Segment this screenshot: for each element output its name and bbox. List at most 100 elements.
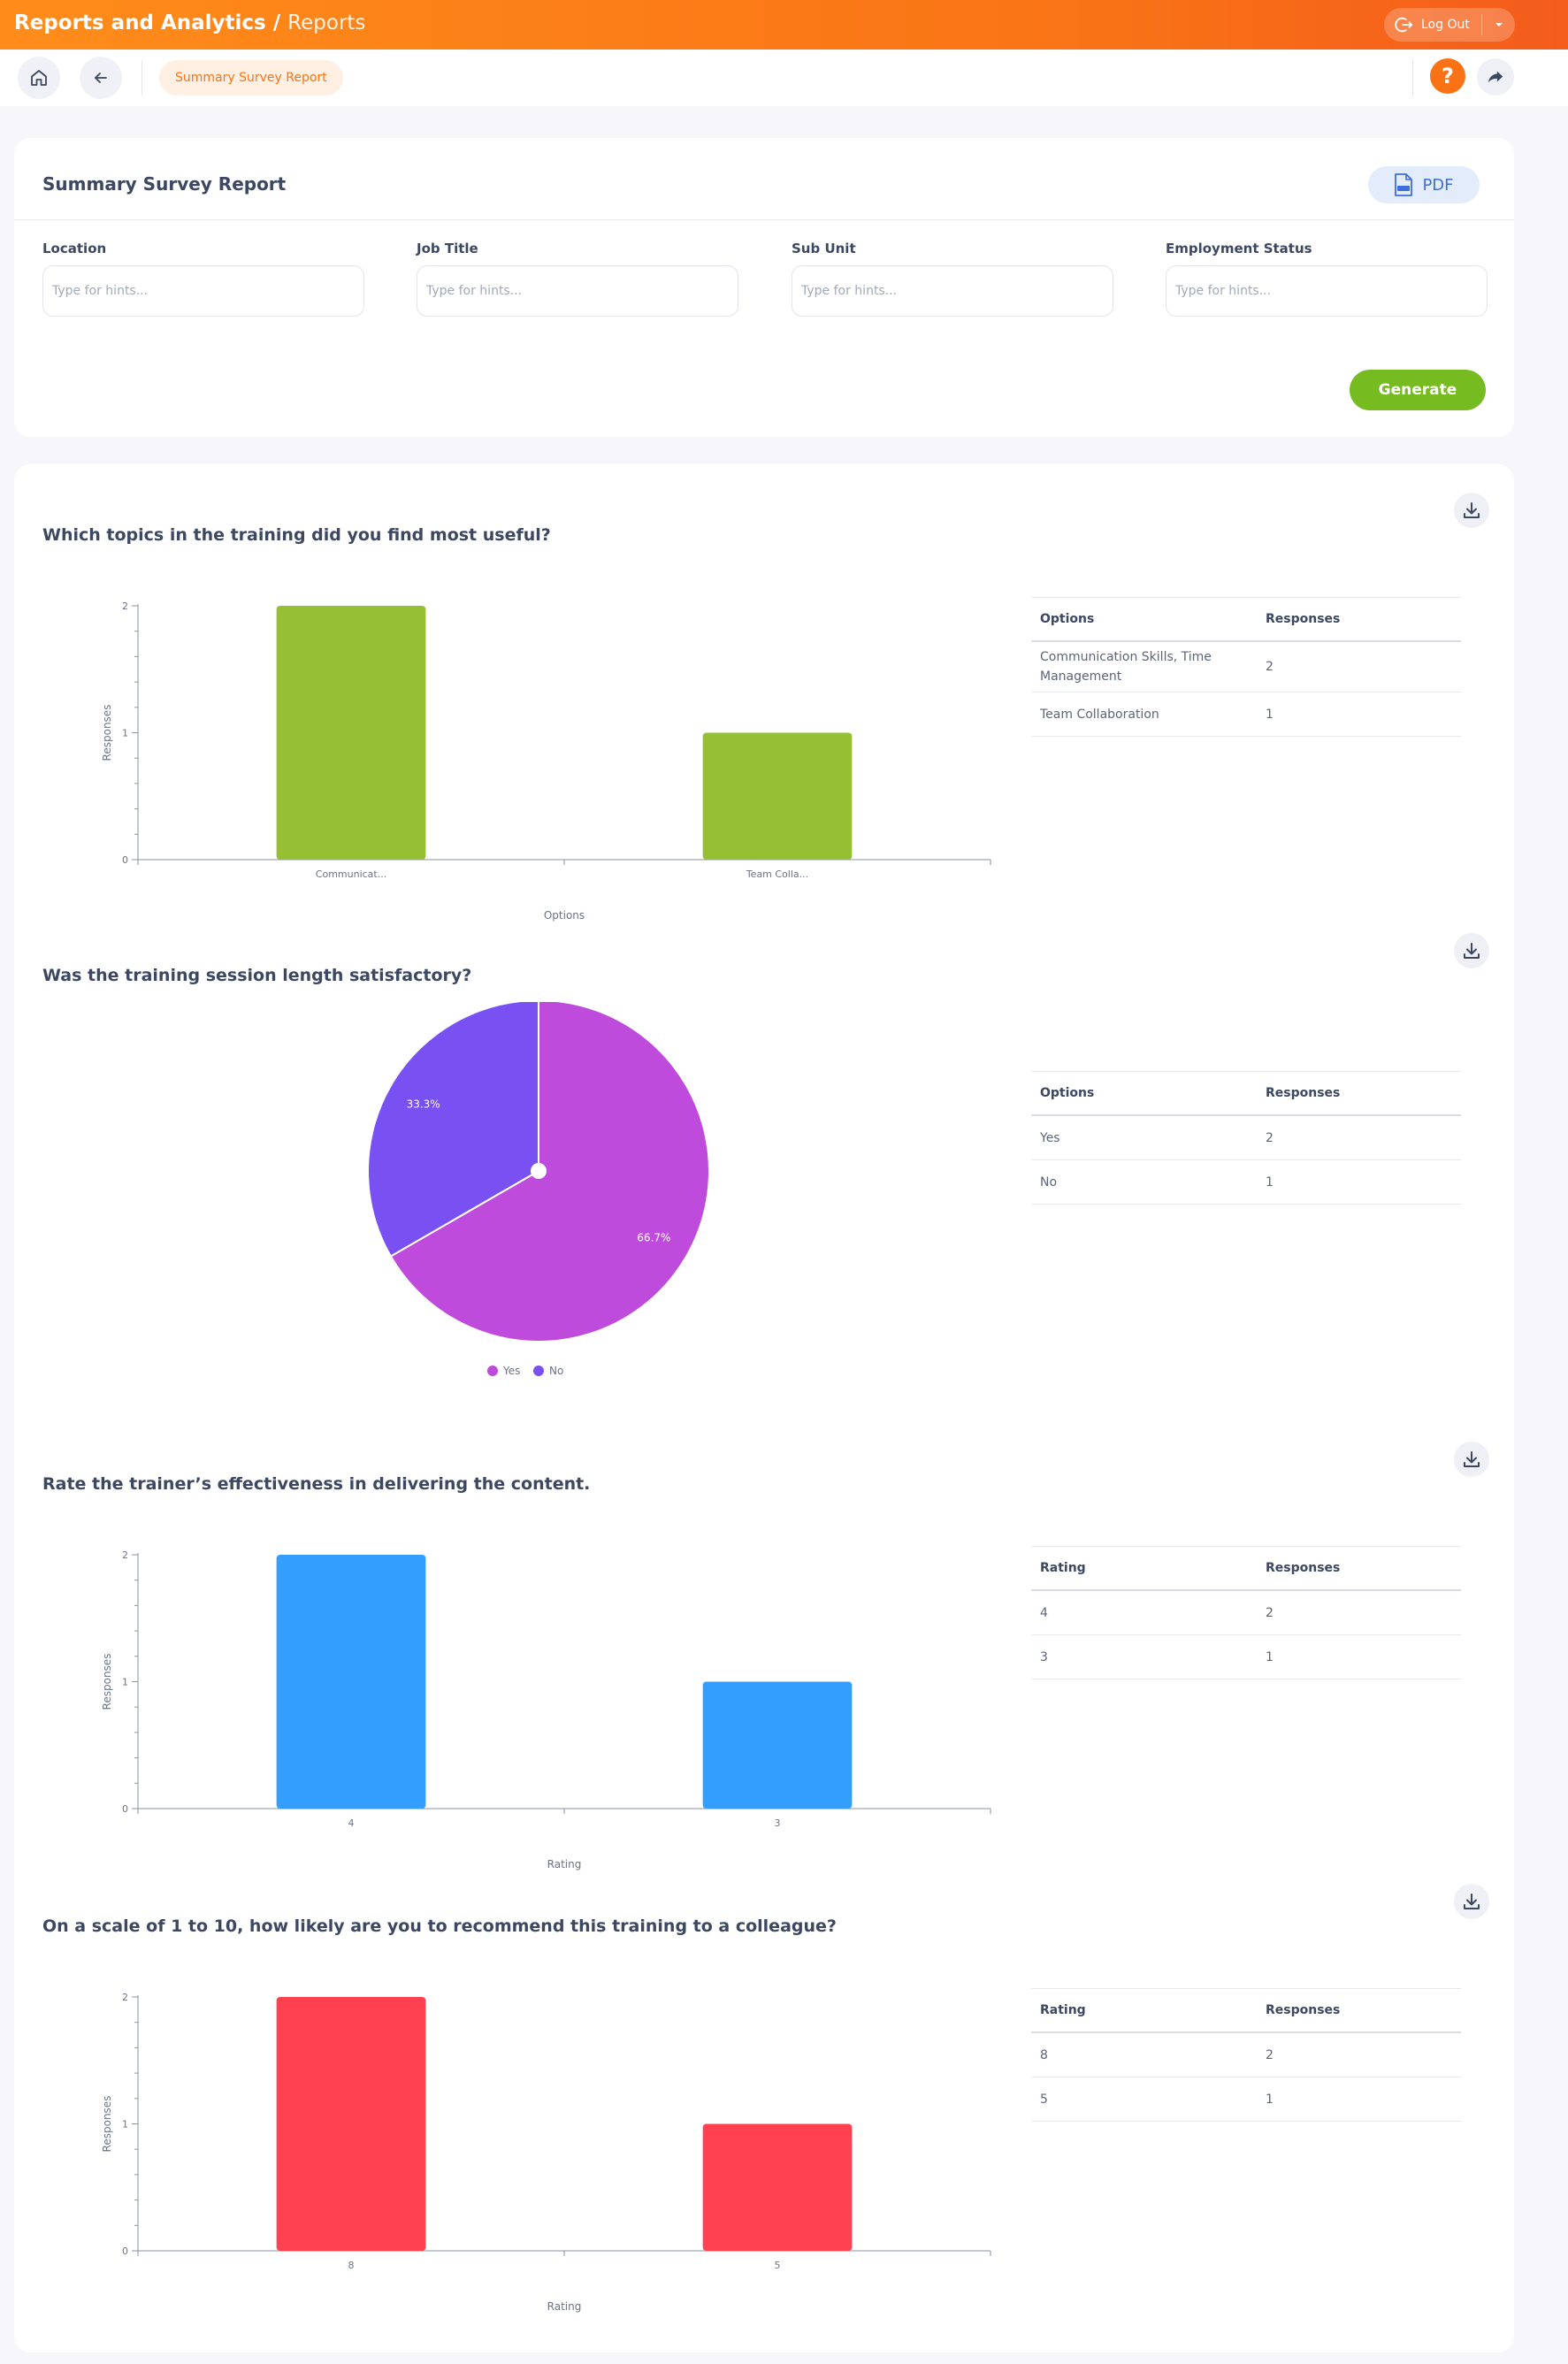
table-row: Communication Skills, Time Management 2 (1031, 642, 1461, 692)
table-cell-option: No (1040, 1174, 1058, 1190)
sub-unit-input[interactable] (792, 265, 1113, 317)
nav-bar: Summary Survey Report ? (0, 50, 1568, 106)
bar-chart-recommend-rating: 0 1 2 8 5 Rating Responses (101, 1992, 991, 2313)
y-tick-label: 1 (122, 2119, 128, 2131)
share-icon (1488, 71, 1503, 83)
location-label: Location (42, 241, 107, 256)
x-tick-label: 8 (348, 2260, 355, 2271)
help-button[interactable]: ? (1430, 58, 1465, 94)
question-title: Which topics in the training did you fin… (42, 525, 551, 545)
responses-table: Options Responses Yes 2 No 1 (1031, 1071, 1461, 1205)
logout-label: Log Out (1421, 18, 1470, 32)
module-title: Reports and Analytics (14, 11, 266, 34)
download-icon (1464, 1451, 1480, 1467)
page-subtitle: Reports (287, 11, 366, 34)
legend-label: Yes (502, 1365, 520, 1377)
title-separator: / (265, 11, 288, 34)
x-tick-label: 4 (348, 1817, 355, 1829)
table-header-rating: Rating (1040, 2003, 1086, 2017)
bar (702, 732, 853, 860)
pie-slice (367, 1002, 539, 1258)
y-tick-label: 2 (122, 1992, 128, 2003)
y-axis-title: Responses (101, 2096, 113, 2153)
location-input[interactable] (42, 265, 364, 317)
legend-label: No (549, 1365, 563, 1377)
y-tick-label: 0 (122, 1803, 128, 1815)
download-icon (1464, 943, 1480, 959)
x-tick-label: Team Colla... (746, 868, 808, 880)
x-tick-label: 3 (775, 1817, 781, 1829)
table-header-responses: Responses (1266, 1086, 1341, 1100)
generate-button[interactable]: Generate (1350, 370, 1486, 410)
table-cell-rating: 4 (1040, 1605, 1048, 1620)
app-title: Reports and Analytics / Reports (14, 11, 365, 34)
table-header: Options Responses (1031, 1072, 1461, 1116)
table-cell-responses: 2 (1266, 660, 1274, 674)
table-cell-responses: 2 (1266, 1130, 1274, 1145)
bar (702, 2123, 853, 2251)
y-tick-label: 1 (122, 728, 128, 739)
pdf-label: PDF (1422, 175, 1454, 195)
y-tick-label: 2 (122, 1549, 128, 1561)
y-axis-title: Responses (101, 705, 113, 761)
table-cell-rating: 5 (1040, 2092, 1048, 2107)
table-cell-option: Yes (1040, 1130, 1060, 1145)
y-tick-label: 1 (122, 1677, 128, 1688)
bar (702, 1681, 853, 1809)
table-cell-responses: 1 (1266, 1649, 1274, 1664)
bar-chart-trainer-rating: 0 1 2 4 3 Rating Responses (101, 1549, 991, 1871)
table-header-responses: Responses (1266, 612, 1341, 626)
question-icon: ? (1442, 64, 1454, 88)
employment-status-input[interactable] (1166, 265, 1488, 317)
pdf-export-button[interactable]: PDF (1368, 166, 1480, 203)
table-cell-responses: 1 (1266, 1174, 1274, 1190)
pie-chart-session-length: 66.7% 33.3% Yes No (367, 1002, 710, 1377)
home-icon (31, 70, 47, 86)
question-title: Was the training session length satisfac… (42, 966, 472, 985)
logout-button[interactable]: Log Out (1384, 8, 1515, 42)
question-title: On a scale of 1 to 10, how likely are yo… (42, 1916, 837, 1936)
table-cell-option: Communication Skills, Time Management (1040, 650, 1212, 684)
pie-center-dot (531, 1163, 547, 1179)
table-header-responses: Responses (1266, 1561, 1341, 1575)
report-title: Summary Survey Report (42, 173, 287, 195)
download-button[interactable] (1454, 1884, 1489, 1919)
legend-marker (533, 1366, 544, 1376)
pie-slice-label: 33.3% (407, 1098, 440, 1111)
breadcrumb[interactable]: Summary Survey Report (159, 60, 343, 96)
table-header-options: Options (1040, 1086, 1095, 1100)
logout-divider (1481, 14, 1482, 35)
bar (276, 606, 426, 860)
caret-down-icon[interactable] (1490, 16, 1508, 34)
y-tick-label: 0 (122, 854, 128, 866)
x-tick-label: Communicat... (316, 868, 386, 880)
table-cell-option: Team Collaboration (1040, 707, 1159, 722)
table-row: No 1 (1031, 1160, 1461, 1205)
x-axis-title: Rating (547, 1858, 582, 1871)
filter-divider (14, 219, 1514, 220)
share-button[interactable] (1477, 58, 1514, 96)
x-axis-title: Options (544, 909, 585, 922)
home-button[interactable] (18, 57, 60, 99)
table-row: Yes 2 (1031, 1116, 1461, 1160)
back-button[interactable] (80, 57, 122, 99)
table-header: Rating Responses (1031, 1547, 1461, 1591)
download-button[interactable] (1454, 1442, 1489, 1477)
top-header: Reports and Analytics / Reports Log Out (0, 0, 1568, 50)
table-header: Options Responses (1031, 598, 1461, 642)
pie-slice (389, 1002, 710, 1343)
job-title-input[interactable] (417, 265, 738, 317)
pie-slice-label: 66.7% (637, 1231, 670, 1243)
download-button[interactable] (1454, 493, 1489, 528)
pdf-file-icon (1395, 173, 1413, 196)
table-cell-responses: 1 (1266, 707, 1274, 722)
download-button[interactable] (1454, 933, 1489, 968)
table-header-responses: Responses (1266, 2003, 1341, 2017)
y-axis-title: Responses (101, 1654, 113, 1710)
